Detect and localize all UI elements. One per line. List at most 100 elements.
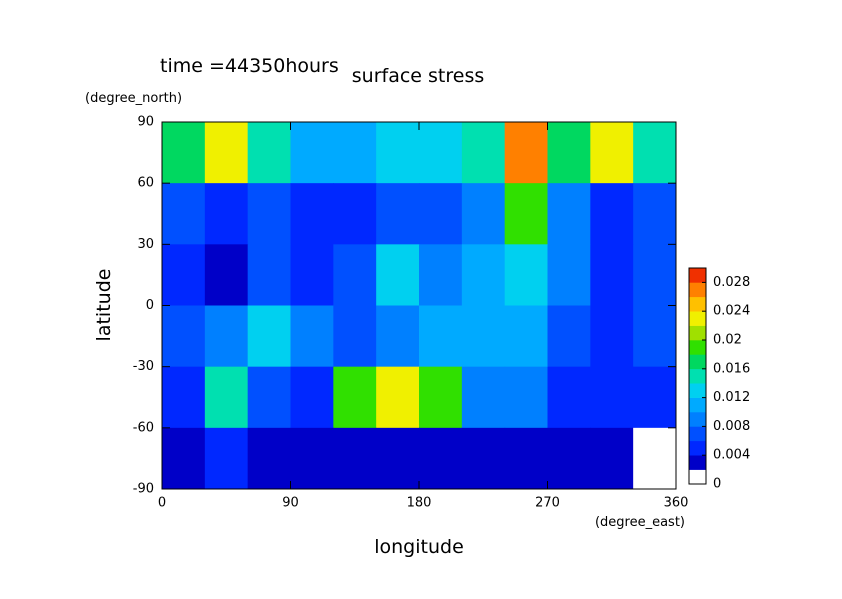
cell — [247, 183, 291, 245]
cell — [376, 427, 420, 490]
colorbar-segment — [689, 426, 706, 442]
x-axis-label: longitude — [374, 536, 464, 558]
y-tick-label: 60 — [137, 176, 154, 191]
cell — [547, 244, 591, 306]
cell — [162, 122, 206, 184]
cell — [461, 183, 506, 245]
colorbar-tick-label: 0.02 — [713, 333, 742, 348]
colorbar-segment — [689, 325, 706, 341]
cell — [461, 427, 506, 490]
colorbar-segment — [689, 311, 706, 326]
x-tick-label: 360 — [664, 496, 689, 511]
colorbar-frame — [688, 267, 707, 485]
cell — [333, 305, 377, 368]
colorbar-segment — [689, 469, 706, 485]
cell — [162, 366, 206, 429]
cell — [162, 305, 206, 368]
cell — [290, 122, 334, 184]
cell — [504, 183, 548, 245]
x-tick-label: 180 — [407, 496, 432, 511]
cell — [333, 427, 377, 490]
y-tick-label: -30 — [133, 359, 154, 374]
y-tick-label: 0 — [146, 298, 154, 313]
chart-title: surface stress — [352, 65, 485, 87]
cell — [633, 122, 677, 184]
colorbar-segment — [689, 455, 706, 470]
cell — [290, 244, 334, 306]
cell — [247, 122, 291, 184]
cell — [290, 427, 334, 490]
y-tick-label: 30 — [137, 237, 154, 252]
cell — [590, 244, 634, 306]
colorbar-segment — [689, 268, 706, 283]
colorbar-tick-label: 0.012 — [713, 390, 750, 405]
cell — [376, 305, 420, 368]
cell — [333, 122, 377, 184]
colorbar-segment — [689, 412, 706, 427]
cell — [461, 366, 506, 429]
colorbar-segment — [689, 397, 706, 413]
cell — [419, 366, 463, 429]
cell — [633, 427, 677, 490]
cell — [419, 122, 463, 184]
y-tick-label: 90 — [137, 115, 154, 130]
cell — [204, 244, 249, 306]
colorbar-segment — [689, 383, 706, 398]
cell — [633, 183, 677, 245]
x-tick-label: 90 — [282, 496, 299, 511]
cell — [504, 305, 548, 368]
colorbar-tick-label: 0.008 — [713, 419, 750, 434]
cell — [419, 427, 463, 490]
cell — [419, 305, 463, 368]
cell — [504, 366, 548, 429]
cell — [547, 183, 591, 245]
cell — [290, 183, 334, 245]
cell — [590, 427, 634, 490]
cell — [333, 183, 377, 245]
cell — [590, 366, 634, 429]
cell — [504, 244, 548, 306]
cell — [547, 427, 591, 490]
cell — [290, 366, 334, 429]
colorbar-segment — [689, 440, 706, 456]
x-tick-label: 0 — [158, 496, 166, 511]
cell — [247, 244, 291, 306]
x-tick-label: 270 — [535, 496, 560, 511]
cell — [504, 427, 548, 490]
cell — [547, 366, 591, 429]
colorbar-segment — [689, 368, 706, 384]
cell — [590, 122, 634, 184]
cell — [162, 244, 206, 306]
colorbar-tick-label: 0.004 — [713, 448, 750, 463]
cell — [162, 427, 206, 490]
cell — [419, 183, 463, 245]
chart-subtitle: time =44350hours — [160, 55, 339, 77]
cell — [204, 122, 249, 184]
cell — [204, 183, 249, 245]
y-unit: (degree_north) — [85, 91, 182, 106]
colorbar-segment — [689, 296, 706, 312]
cell — [419, 244, 463, 306]
cell — [590, 305, 634, 368]
cell — [247, 366, 291, 429]
cell — [633, 244, 677, 306]
cell — [290, 305, 334, 368]
colorbar-segment — [689, 340, 706, 355]
y-tick-label: -60 — [133, 420, 154, 435]
y-axis-label: latitude — [93, 269, 115, 342]
cell — [590, 183, 634, 245]
y-tick-label: -90 — [133, 482, 154, 497]
cell — [461, 305, 506, 368]
colorbar-segment — [689, 282, 706, 298]
cell — [547, 305, 591, 368]
cell — [204, 427, 249, 490]
cell — [247, 427, 291, 490]
cell — [204, 366, 249, 429]
cell — [376, 122, 420, 184]
colorbar-tick-label: 0.016 — [713, 361, 750, 376]
cell — [333, 366, 377, 429]
cell — [461, 122, 506, 184]
cell — [461, 244, 506, 306]
cell — [247, 305, 291, 368]
